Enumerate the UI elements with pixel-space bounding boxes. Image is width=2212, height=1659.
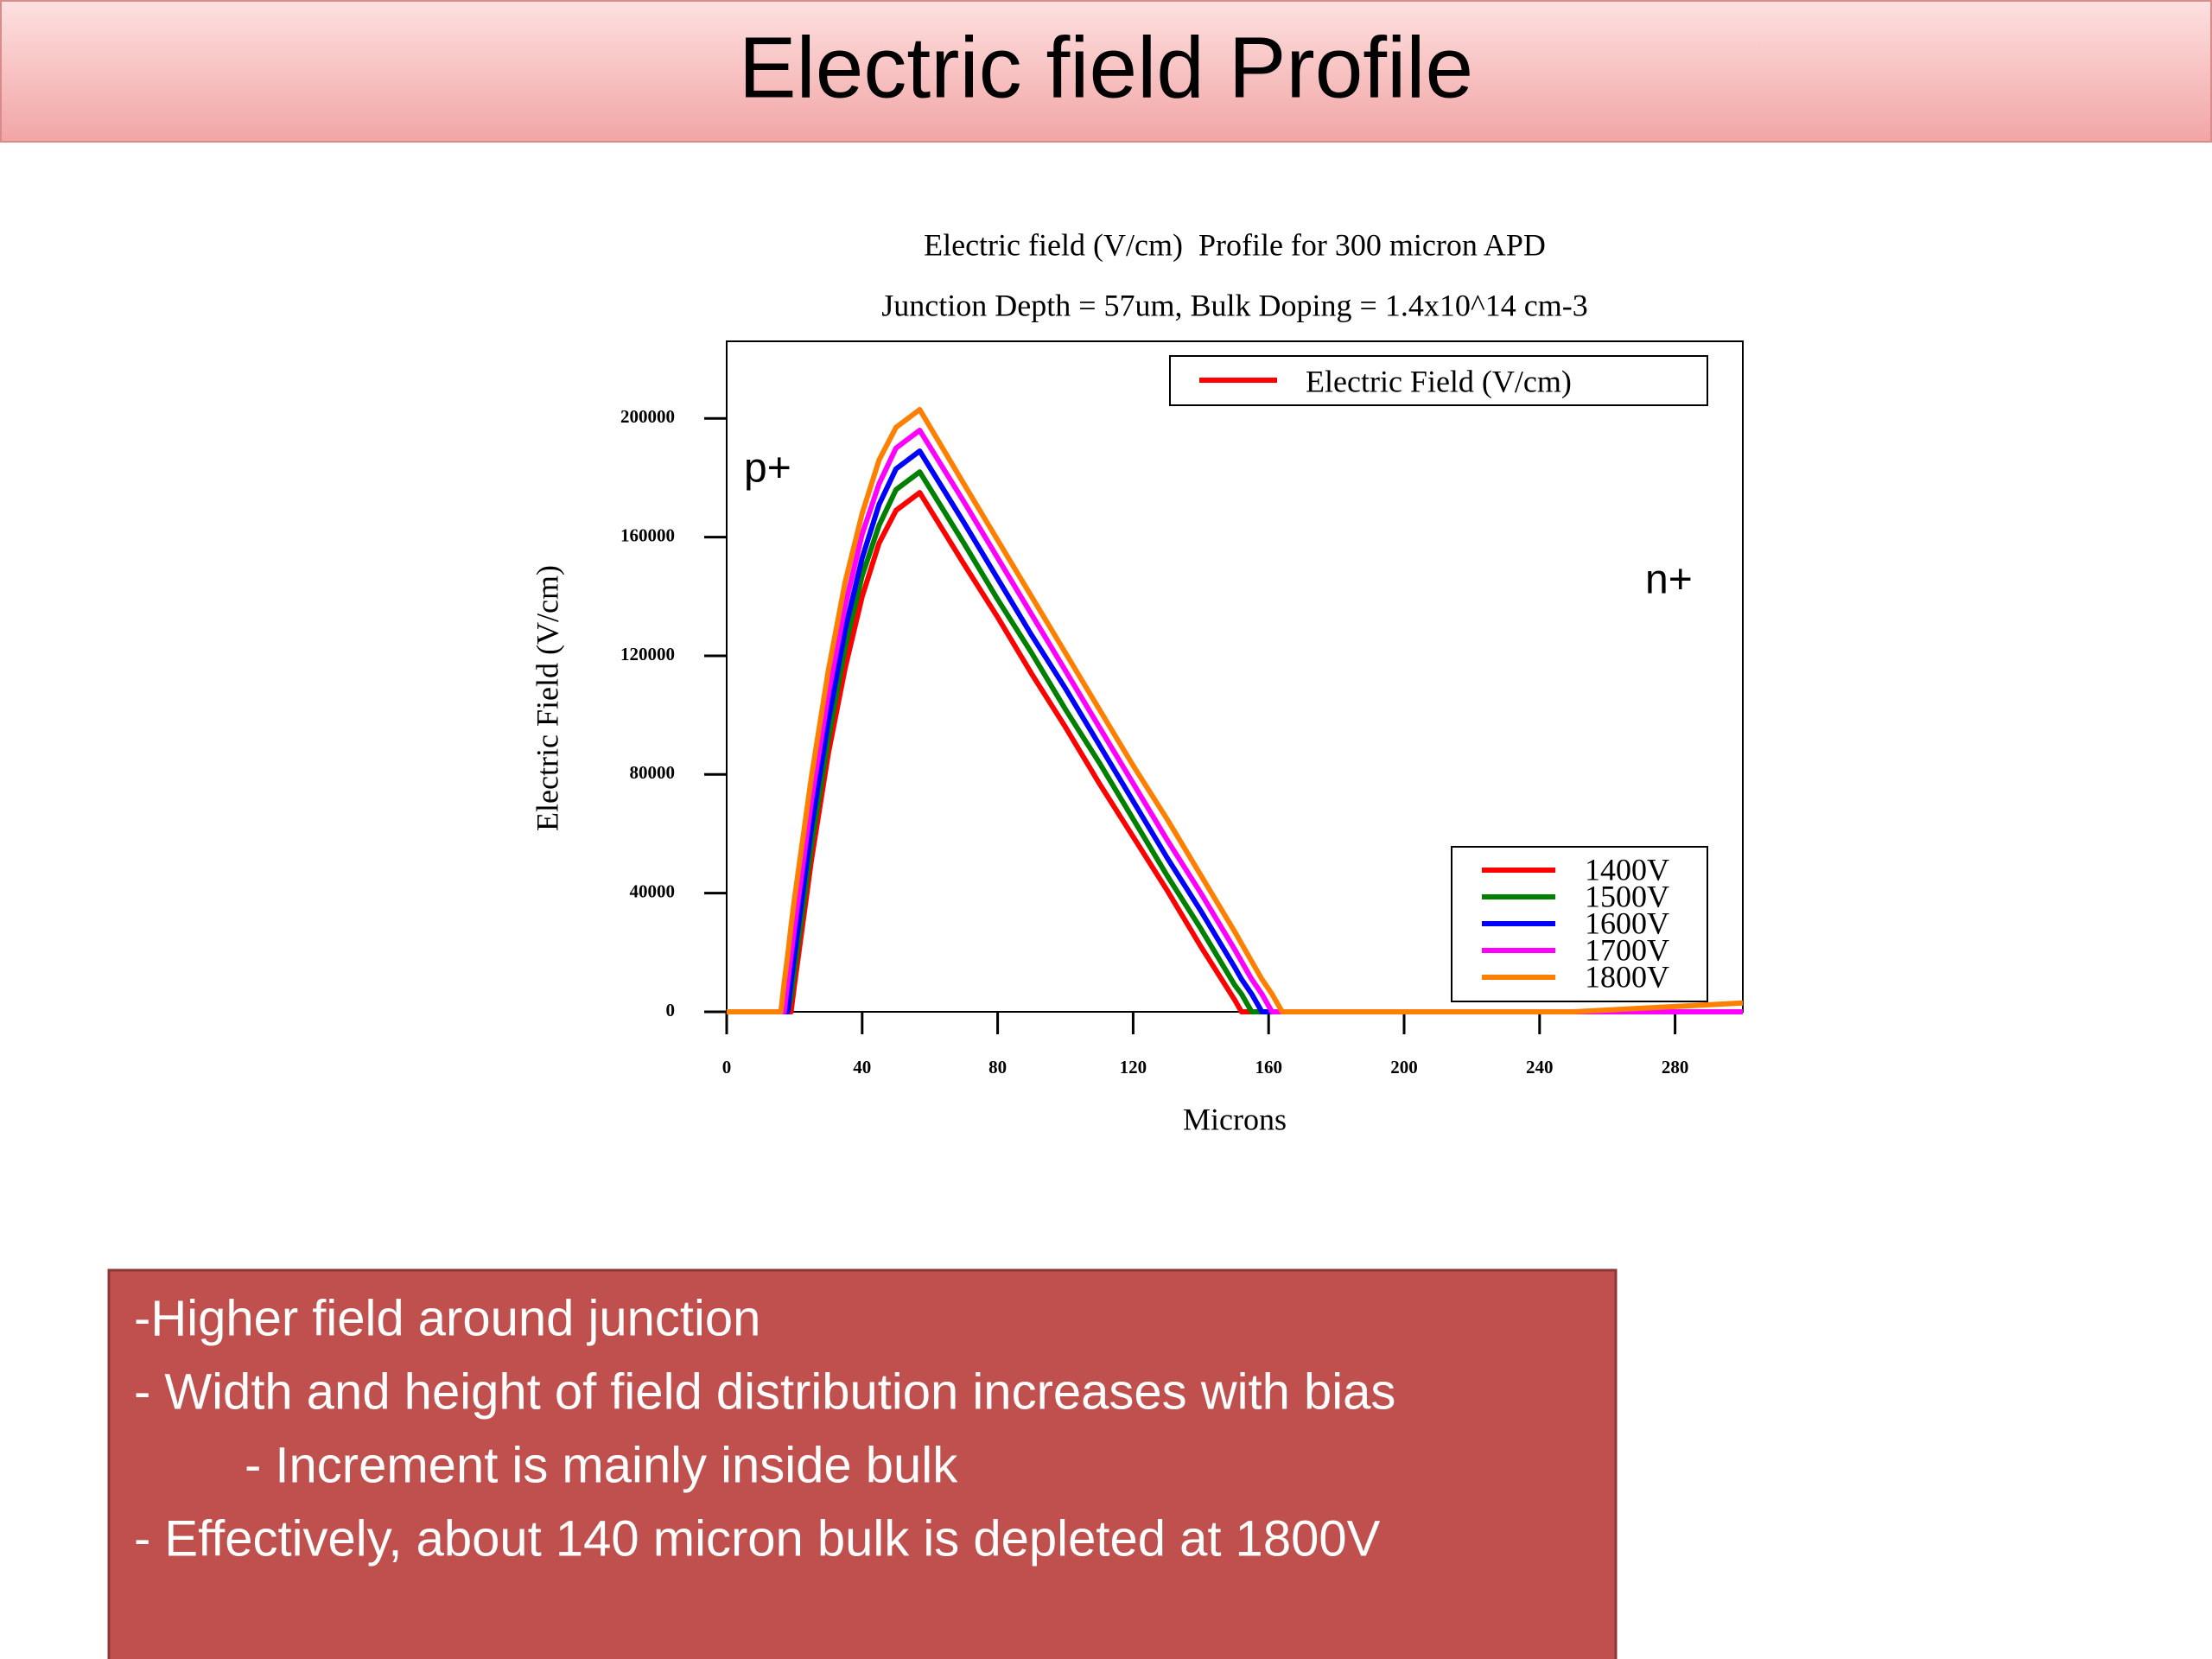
x-tick-label: 40 <box>853 1057 871 1077</box>
y-tick-label: 0 <box>666 1000 676 1020</box>
legend-label: 1800V <box>1585 959 1669 994</box>
x-tick-label: 0 <box>722 1057 732 1077</box>
note-line: - Increment is mainly inside bulk <box>245 1437 958 1493</box>
legend-label: 1500V <box>1585 879 1669 913</box>
y-tick-label: 200000 <box>620 406 675 427</box>
x-tick-label: 160 <box>1255 1057 1282 1077</box>
x-axis-label: Microns <box>1183 1102 1287 1136</box>
chart-subtitle: Junction Depth = 57um, Bulk Doping = 1.4… <box>881 288 1587 322</box>
annotation: n+ <box>1645 557 1693 603</box>
plot: 0 40 80 120 160 200 240 280 0 40000 80000 120000 160… <box>620 340 1744 1077</box>
legend-label: 1600V <box>1585 906 1669 940</box>
x-tick-label: 280 <box>1662 1057 1689 1077</box>
header-bar <box>0 0 2212 143</box>
x-tick-label: 80 <box>988 1057 1007 1077</box>
series-line <box>727 428 1743 1014</box>
legend-label: 1700V <box>1585 932 1669 967</box>
legend-label: Electric Field (V/cm) <box>1306 364 1572 398</box>
legend-label: 1400V <box>1585 852 1669 887</box>
note-line: - Effectively, about 140 micron bulk is … <box>134 1510 1381 1567</box>
chart-title: Electric field (V/cm) Profile for 300 mi… <box>924 227 1546 262</box>
slide-title: Electric field Profile <box>739 19 1473 116</box>
y-axis-label: Electric Field (V/cm) <box>530 565 564 831</box>
note-line: -Higher field around junction <box>134 1290 760 1346</box>
y-tick-label: 40000 <box>630 880 676 901</box>
y-tick-label: 120000 <box>620 644 675 664</box>
annotation: p+ <box>744 446 791 492</box>
x-tick-label: 120 <box>1120 1057 1147 1077</box>
x-tick-label: 200 <box>1390 1057 1418 1077</box>
series-line <box>727 407 1744 1014</box>
x-tick-label: 240 <box>1526 1057 1554 1077</box>
notes: -Higher field around junction - Width and… <box>134 1290 1395 1567</box>
notes-box <box>107 1268 1618 1659</box>
plot-frame <box>726 340 1744 1013</box>
y-tick-label: 80000 <box>630 762 676 783</box>
note-line: - Width and height of field distribution… <box>134 1363 1395 1420</box>
y-tick-label: 160000 <box>620 524 675 545</box>
